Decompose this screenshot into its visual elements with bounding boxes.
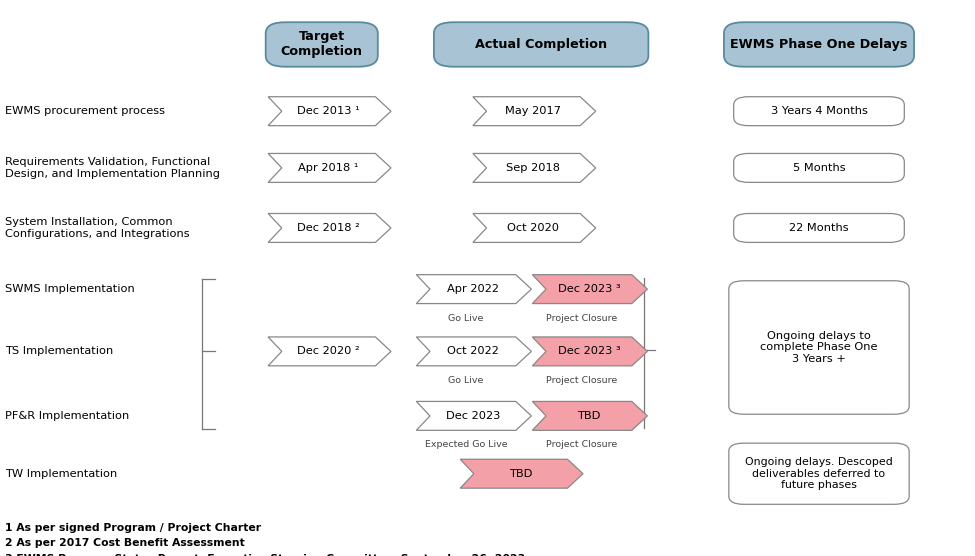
FancyBboxPatch shape bbox=[434, 22, 648, 67]
Text: 2 As per 2017 Cost Benefit Assessment: 2 As per 2017 Cost Benefit Assessment bbox=[5, 538, 245, 548]
Text: Ongoing delays to
complete Phase One
3 Years +: Ongoing delays to complete Phase One 3 Y… bbox=[760, 331, 878, 364]
Text: 3 EWMS Program Status Report, Executive Steering Committee, September 26, 2023: 3 EWMS Program Status Report, Executive … bbox=[5, 554, 526, 556]
Text: May 2017: May 2017 bbox=[505, 106, 562, 116]
Polygon shape bbox=[416, 275, 531, 304]
FancyBboxPatch shape bbox=[733, 214, 905, 242]
Text: TW Implementation: TW Implementation bbox=[5, 469, 117, 479]
Polygon shape bbox=[473, 97, 596, 126]
Text: TBD: TBD bbox=[577, 411, 601, 421]
Polygon shape bbox=[473, 153, 596, 182]
Polygon shape bbox=[532, 401, 647, 430]
Text: Oct 2020: Oct 2020 bbox=[507, 223, 560, 233]
Text: Dec 2023 ³: Dec 2023 ³ bbox=[558, 284, 620, 294]
Text: 22 Months: 22 Months bbox=[789, 223, 849, 233]
Text: Expected Go Live: Expected Go Live bbox=[425, 440, 507, 449]
Text: Project Closure: Project Closure bbox=[546, 440, 618, 449]
FancyBboxPatch shape bbox=[265, 22, 378, 67]
FancyBboxPatch shape bbox=[723, 22, 915, 67]
Polygon shape bbox=[416, 401, 531, 430]
Text: TBD: TBD bbox=[509, 469, 532, 479]
Polygon shape bbox=[268, 153, 391, 182]
Text: Apr 2018 ¹: Apr 2018 ¹ bbox=[298, 163, 359, 173]
Text: System Installation, Common
Configurations, and Integrations: System Installation, Common Configuratio… bbox=[5, 217, 189, 239]
Text: 5 Months: 5 Months bbox=[793, 163, 845, 173]
Text: PF&R Implementation: PF&R Implementation bbox=[5, 411, 129, 421]
Polygon shape bbox=[460, 459, 583, 488]
FancyBboxPatch shape bbox=[733, 153, 905, 182]
Text: Sep 2018: Sep 2018 bbox=[506, 163, 561, 173]
Text: Requirements Validation, Functional
Design, and Implementation Planning: Requirements Validation, Functional Desi… bbox=[5, 157, 220, 178]
Text: Oct 2022: Oct 2022 bbox=[447, 346, 499, 356]
Text: Project Closure: Project Closure bbox=[546, 376, 618, 385]
Text: 3 Years 4 Months: 3 Years 4 Months bbox=[770, 106, 868, 116]
Polygon shape bbox=[268, 337, 391, 366]
Polygon shape bbox=[268, 214, 391, 242]
Text: Dec 2013 ¹: Dec 2013 ¹ bbox=[297, 106, 360, 116]
Text: SWMS Implementation: SWMS Implementation bbox=[5, 284, 135, 294]
Text: Project Closure: Project Closure bbox=[546, 314, 618, 322]
FancyBboxPatch shape bbox=[729, 443, 909, 504]
Polygon shape bbox=[416, 337, 531, 366]
Text: 1 As per signed Program / Project Charter: 1 As per signed Program / Project Charte… bbox=[5, 523, 261, 533]
Text: Dec 2023 ³: Dec 2023 ³ bbox=[558, 346, 620, 356]
Text: EWMS Phase One Delays: EWMS Phase One Delays bbox=[730, 38, 908, 51]
Text: TS Implementation: TS Implementation bbox=[5, 346, 113, 356]
Polygon shape bbox=[473, 214, 596, 242]
FancyBboxPatch shape bbox=[729, 281, 909, 414]
Text: Target
Completion: Target Completion bbox=[281, 31, 363, 58]
Polygon shape bbox=[532, 337, 647, 366]
Text: Actual Completion: Actual Completion bbox=[475, 38, 607, 51]
Polygon shape bbox=[532, 275, 647, 304]
Text: Go Live: Go Live bbox=[448, 314, 484, 322]
Text: EWMS procurement process: EWMS procurement process bbox=[5, 106, 165, 116]
FancyBboxPatch shape bbox=[733, 97, 905, 126]
Text: Go Live: Go Live bbox=[448, 376, 484, 385]
Text: Dec 2023: Dec 2023 bbox=[446, 411, 500, 421]
Text: Apr 2022: Apr 2022 bbox=[447, 284, 499, 294]
Text: Ongoing delays. Descoped
deliverables deferred to
future phases: Ongoing delays. Descoped deliverables de… bbox=[745, 457, 893, 490]
Polygon shape bbox=[268, 97, 391, 126]
Text: Dec 2020 ²: Dec 2020 ² bbox=[297, 346, 360, 356]
Text: Dec 2018 ²: Dec 2018 ² bbox=[297, 223, 360, 233]
